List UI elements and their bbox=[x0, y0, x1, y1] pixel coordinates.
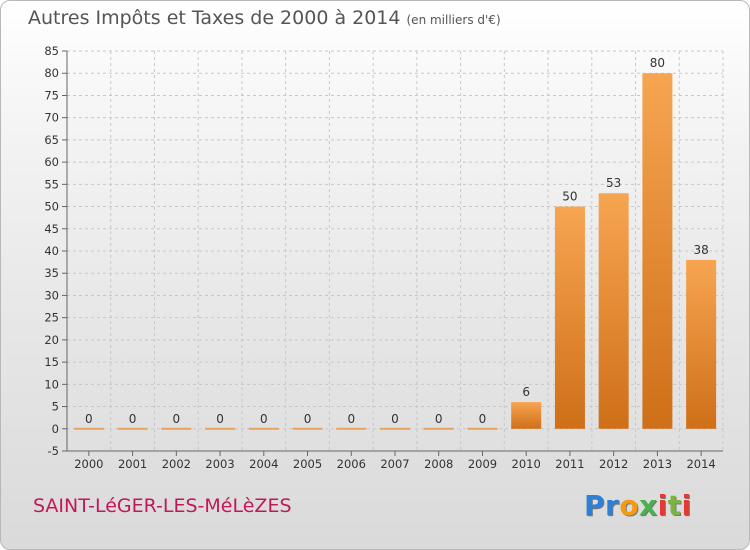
bar bbox=[554, 206, 585, 429]
x-tick-label: 2000 bbox=[74, 457, 103, 471]
bar bbox=[117, 427, 148, 430]
logo-letter: i bbox=[681, 489, 692, 522]
x-tick-label: 2003 bbox=[205, 457, 234, 471]
data-label: 50 bbox=[562, 190, 577, 204]
title-main: Autres Impôts et Taxes de 2000 à 2014 bbox=[28, 7, 401, 29]
logo-letter: i bbox=[657, 489, 668, 522]
title-unit: (en milliers d'€) bbox=[406, 13, 501, 27]
bar bbox=[467, 427, 498, 430]
x-tick-label: 2004 bbox=[249, 457, 278, 471]
data-label: 0 bbox=[435, 412, 443, 426]
x-tick-label: 2006 bbox=[337, 457, 366, 471]
bar bbox=[423, 427, 454, 430]
data-label: 80 bbox=[650, 56, 665, 70]
bar bbox=[248, 427, 279, 430]
logo-letter: r bbox=[605, 489, 620, 522]
bar bbox=[686, 259, 717, 429]
data-label: 0 bbox=[391, 412, 399, 426]
bar bbox=[73, 427, 104, 430]
y-tick-label: 50 bbox=[44, 200, 59, 214]
data-label: 0 bbox=[173, 412, 181, 426]
x-tick-label: 2013 bbox=[643, 457, 672, 471]
y-tick-label: 75 bbox=[44, 88, 59, 102]
y-tick-label: 30 bbox=[44, 288, 59, 302]
x-tick-label: 2012 bbox=[599, 457, 628, 471]
x-tick-label: 2001 bbox=[118, 457, 147, 471]
x-tick-label: 2011 bbox=[555, 457, 584, 471]
y-tick-label: 60 bbox=[44, 155, 59, 169]
logo-letter: t bbox=[667, 489, 682, 522]
logo-letter: P bbox=[584, 489, 606, 522]
y-tick-label: 40 bbox=[44, 244, 59, 258]
y-tick-label: 15 bbox=[44, 355, 59, 369]
y-tick-label: 0 bbox=[52, 422, 59, 436]
bar bbox=[336, 427, 367, 430]
data-label: 6 bbox=[522, 385, 530, 399]
y-tick-label: 55 bbox=[44, 177, 59, 191]
y-tick-label: 35 bbox=[44, 266, 59, 280]
commune-name: SAINT-LéGER-LES-MéLèZES bbox=[33, 495, 292, 517]
logo-letter: x bbox=[639, 489, 658, 522]
data-label: 53 bbox=[606, 176, 621, 190]
x-tick-label: 2008 bbox=[424, 457, 453, 471]
y-tick-label: -5 bbox=[48, 444, 59, 458]
data-label: 38 bbox=[693, 243, 708, 257]
x-tick-label: 2014 bbox=[686, 457, 715, 471]
logo-letter: o bbox=[619, 489, 640, 522]
y-tick-label: 25 bbox=[44, 311, 59, 325]
y-tick-label: 85 bbox=[44, 44, 59, 58]
data-label: 0 bbox=[129, 412, 137, 426]
y-tick-label: 65 bbox=[44, 133, 59, 147]
bar bbox=[642, 73, 673, 429]
data-label: 0 bbox=[347, 412, 355, 426]
x-tick-label: 2010 bbox=[512, 457, 541, 471]
x-tick-label: 2007 bbox=[380, 457, 409, 471]
y-tick-label: 20 bbox=[44, 333, 59, 347]
y-tick-label: 80 bbox=[44, 66, 59, 80]
data-label: 0 bbox=[479, 412, 487, 426]
proxiti-logo: Proxiti bbox=[584, 489, 692, 522]
data-label: 0 bbox=[85, 412, 93, 426]
y-tick-label: 5 bbox=[52, 400, 59, 414]
bar bbox=[292, 427, 323, 430]
x-tick-label: 2005 bbox=[293, 457, 322, 471]
bar bbox=[161, 427, 192, 430]
bar bbox=[598, 193, 629, 429]
data-label: 0 bbox=[304, 412, 312, 426]
chart-title: Autres Impôts et Taxes de 2000 à 2014 (en… bbox=[28, 7, 501, 29]
y-tick-label: 10 bbox=[44, 377, 59, 391]
x-tick-label: 2002 bbox=[162, 457, 191, 471]
bar bbox=[205, 427, 236, 430]
bar bbox=[380, 427, 410, 430]
x-tick-label: 2009 bbox=[468, 457, 497, 471]
data-label: 0 bbox=[260, 412, 268, 426]
data-label: 0 bbox=[216, 412, 224, 426]
y-tick-label: 45 bbox=[44, 222, 59, 236]
bar bbox=[511, 402, 542, 429]
y-tick-label: 70 bbox=[44, 111, 59, 125]
